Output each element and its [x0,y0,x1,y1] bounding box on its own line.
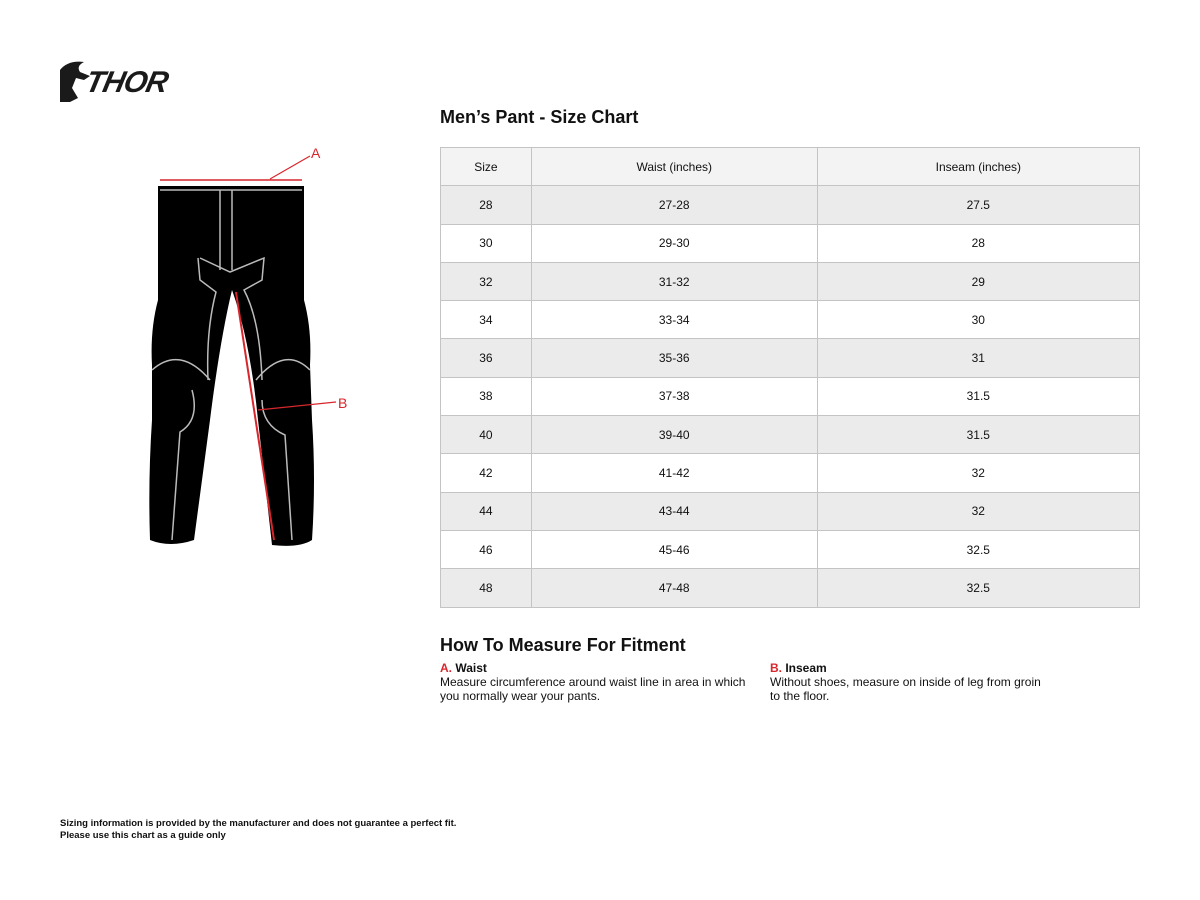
header-inseam: Inseam (inches) [816,146,1141,187]
cell-inseam: 31.5 [816,376,1141,417]
cell-inseam: 32 [816,491,1141,531]
disclaimer-line-2: Please use this chart as a guide only [60,830,226,841]
thor-helmet-icon [60,61,90,102]
cell-inseam: 28 [816,223,1141,263]
table-row: 44 43-44 32 [440,491,1141,531]
cell-inseam: 29 [816,261,1141,302]
cell-waist: 39-40 [530,415,818,455]
cell-inseam: 32 [816,453,1141,493]
cell-inseam: 30 [816,300,1141,340]
waist-text: Measure circumference around waist line … [440,675,746,703]
header-size: Size [440,146,532,187]
cell-waist: 41-42 [530,453,818,493]
measure-heading: How To Measure For Fitment [440,635,686,655]
cell-inseam: 27.5 [816,185,1141,225]
pants-diagram: A B [149,145,347,546]
header-waist: Waist (inches) [530,146,818,187]
cell-waist: 43-44 [530,491,818,531]
thor-logo: THOR [58,58,198,106]
waist-letter: A. [440,661,452,675]
cell-waist: 31-32 [530,261,818,302]
measure-inseam: B. Inseam Without shoes, measure on insi… [770,661,1050,703]
cell-inseam: 32.5 [816,529,1141,570]
table-row: 42 41-42 32 [440,453,1141,493]
cell-inseam: 31 [816,338,1141,378]
cell-size: 42 [440,453,532,493]
cell-inseam: 32.5 [816,568,1141,608]
disclaimer-line-1: Sizing information is provided by the ma… [60,818,457,829]
cell-waist: 27-28 [530,185,818,225]
disclaimer: Sizing information is provided by the ma… [60,818,456,842]
cell-size: 32 [440,261,532,302]
cell-waist: 37-38 [530,376,818,417]
waist-name: Waist [455,661,487,675]
label-b: B [338,395,347,411]
inseam-measure-line [235,291,275,541]
cell-inseam: 31.5 [816,415,1141,455]
cell-size: 28 [440,185,532,225]
inseam-letter: B. [770,661,782,675]
size-chart-table: Size Waist (inches) Inseam (inches) 28 27… [440,146,1141,608]
cell-size: 38 [440,376,532,417]
cell-waist: 45-46 [530,529,818,570]
cell-size: 48 [440,568,532,608]
logo-text: THOR [82,66,171,99]
cell-size: 36 [440,338,532,378]
table-row: 48 47-48 32.5 [440,568,1141,608]
cell-size: 46 [440,529,532,570]
measure-waist: A. Waist Measure circumference around wa… [440,661,750,703]
cell-size: 40 [440,415,532,455]
cell-size: 34 [440,300,532,340]
table-row: 34 33-34 30 [440,300,1141,340]
inseam-name: Inseam [785,661,827,675]
table-row: 36 35-36 31 [440,338,1141,378]
pants-silhouette [149,186,314,546]
cell-waist: 47-48 [530,568,818,608]
cell-size: 44 [440,491,532,531]
table-row: 38 37-38 31.5 [440,376,1141,417]
table-row: 32 31-32 29 [440,261,1141,302]
cell-waist: 35-36 [530,338,818,378]
table-row: 28 27-28 27.5 [440,185,1141,225]
label-a: A [311,145,321,161]
cell-waist: 33-34 [530,300,818,340]
table-row: 40 39-40 31.5 [440,415,1141,455]
page-title: Men’s Pant - Size Chart [440,107,639,127]
inseam-text: Without shoes, measure on inside of leg … [770,675,1041,703]
cell-size: 30 [440,223,532,263]
table-row: 30 29-30 28 [440,223,1141,263]
table-row: 46 45-46 32.5 [440,529,1141,570]
table-header-row: Size Waist (inches) Inseam (inches) [440,146,1141,187]
cell-waist: 29-30 [530,223,818,263]
